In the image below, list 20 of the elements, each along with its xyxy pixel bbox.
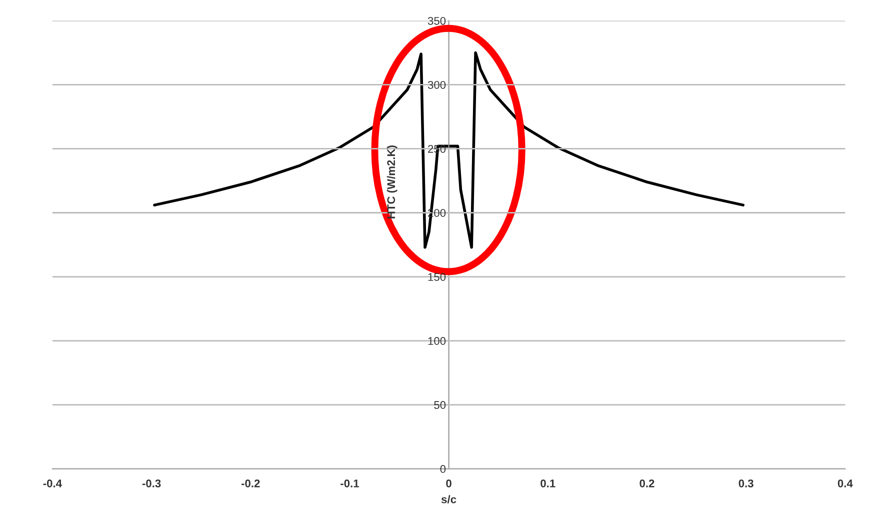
x-tick-label: 0.3 xyxy=(738,480,754,488)
y-tick-label: 0 xyxy=(440,465,446,473)
x-tick-label: -0.2 xyxy=(241,480,260,488)
y-tick-label: 300 xyxy=(428,80,446,89)
x-tick-label: -0.3 xyxy=(142,480,161,488)
y-axis-title: HTC (W/m2.K) xyxy=(386,146,398,218)
x-tick-label: -0.4 xyxy=(43,480,62,488)
y-tick-label: 150 xyxy=(428,273,446,281)
x-tick-label: 0.4 xyxy=(838,480,853,488)
x-tick-label: 0 xyxy=(446,480,452,488)
x-axis-title: s/c xyxy=(441,495,456,504)
y-tick-label: 350 xyxy=(428,16,446,25)
x-tick-label: 0.1 xyxy=(540,480,556,488)
x-tick-label: 0.2 xyxy=(640,480,654,488)
y-tick-label: 100 xyxy=(428,337,446,345)
y-tick-label: 50 xyxy=(434,401,446,409)
y-tick-label: 250 xyxy=(428,145,446,153)
x-tick-label: -0.1 xyxy=(340,480,359,488)
line-series xyxy=(153,51,744,249)
y-tick-label: 200 xyxy=(428,209,446,217)
